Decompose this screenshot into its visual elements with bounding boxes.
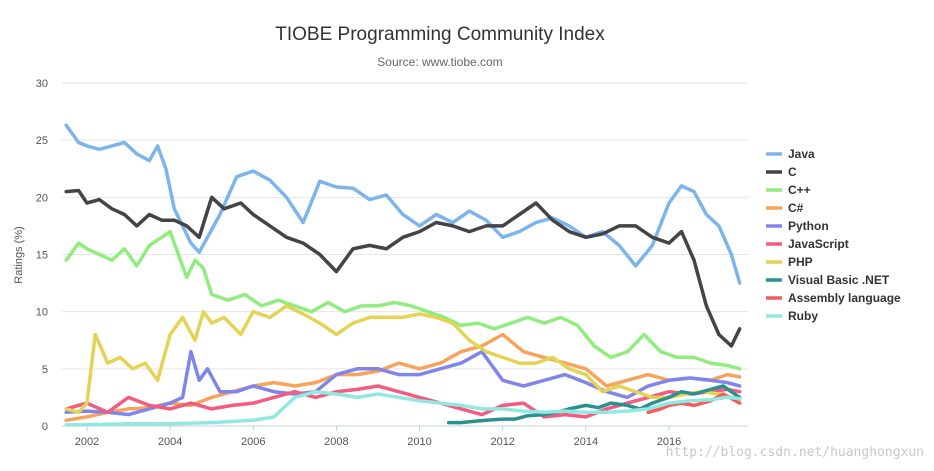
series-line-cpp xyxy=(64,229,742,371)
legend-label: Ruby xyxy=(788,309,818,323)
series-line-python xyxy=(64,349,742,417)
legend-item[interactable]: Visual Basic .NET xyxy=(766,273,890,287)
series-line-javascript xyxy=(64,384,742,419)
chart-subtitle: Source: www.tiobe.com xyxy=(377,55,502,69)
legend-item[interactable]: Ruby xyxy=(766,309,818,323)
y-axis-label: Ratings (%) xyxy=(13,226,25,283)
legend-item[interactable]: PHP xyxy=(766,255,813,269)
legend[interactable]: Java C C++ C# Python JavaScript PHP Visual Basi… xyxy=(766,147,901,323)
y-tick-label: 30 xyxy=(36,78,48,90)
x-axis-ticks: 2002 2004 2006 2008 2010 2012 2014 2016 xyxy=(75,426,681,448)
y-tick-label: 20 xyxy=(36,192,48,204)
series-line-php xyxy=(64,304,742,415)
legend-label: Visual Basic .NET xyxy=(788,273,890,287)
series-line-visual-basic-net xyxy=(446,384,742,425)
legend-item[interactable]: C xyxy=(766,165,797,179)
legend-label: Python xyxy=(788,219,829,233)
x-tick-label: 2008 xyxy=(324,436,348,448)
y-tick-label: 15 xyxy=(36,250,48,262)
y-tick-label: 25 xyxy=(36,135,48,147)
legend-label: C xyxy=(788,165,797,179)
y-tick-label: 0 xyxy=(42,421,48,433)
y-tick-label: 10 xyxy=(36,307,48,319)
x-tick-label: 2014 xyxy=(574,436,598,448)
legend-label: C++ xyxy=(788,183,811,197)
legend-item[interactable]: JavaScript xyxy=(766,237,849,251)
legend-label: C# xyxy=(788,201,804,215)
y-axis-ticks: 0 5 10 15 20 25 30 xyxy=(36,78,48,433)
legend-label: PHP xyxy=(788,255,813,269)
series-line-java xyxy=(64,123,742,285)
x-tick-label: 2016 xyxy=(657,436,681,448)
legend-item[interactable]: C# xyxy=(766,201,804,215)
legend-item[interactable]: Java xyxy=(766,147,815,161)
legend-item[interactable]: Python xyxy=(766,219,829,233)
legend-item[interactable]: Assembly language xyxy=(766,291,901,305)
legend-label: Assembly language xyxy=(788,291,901,305)
gridlines xyxy=(62,82,748,427)
chart-title: TIOBE Programming Community Index xyxy=(275,24,605,45)
series-line-assembly-language xyxy=(646,392,742,415)
legend-label: JavaScript xyxy=(788,237,849,251)
legend-label: Java xyxy=(788,147,815,161)
x-tick-label: 2012 xyxy=(490,436,514,448)
x-tick-label: 2006 xyxy=(241,436,265,448)
series-line-c xyxy=(64,188,742,348)
series-lines xyxy=(64,123,742,427)
x-tick-label: 2002 xyxy=(75,436,99,448)
watermark: http://blog.csdn.net/huanghongxun xyxy=(666,445,924,460)
y-tick-label: 5 xyxy=(42,364,48,376)
series-line-ruby xyxy=(64,389,742,427)
x-tick-label: 2004 xyxy=(158,436,182,448)
x-tick-label: 2010 xyxy=(407,436,431,448)
legend-item[interactable]: C++ xyxy=(766,183,811,197)
